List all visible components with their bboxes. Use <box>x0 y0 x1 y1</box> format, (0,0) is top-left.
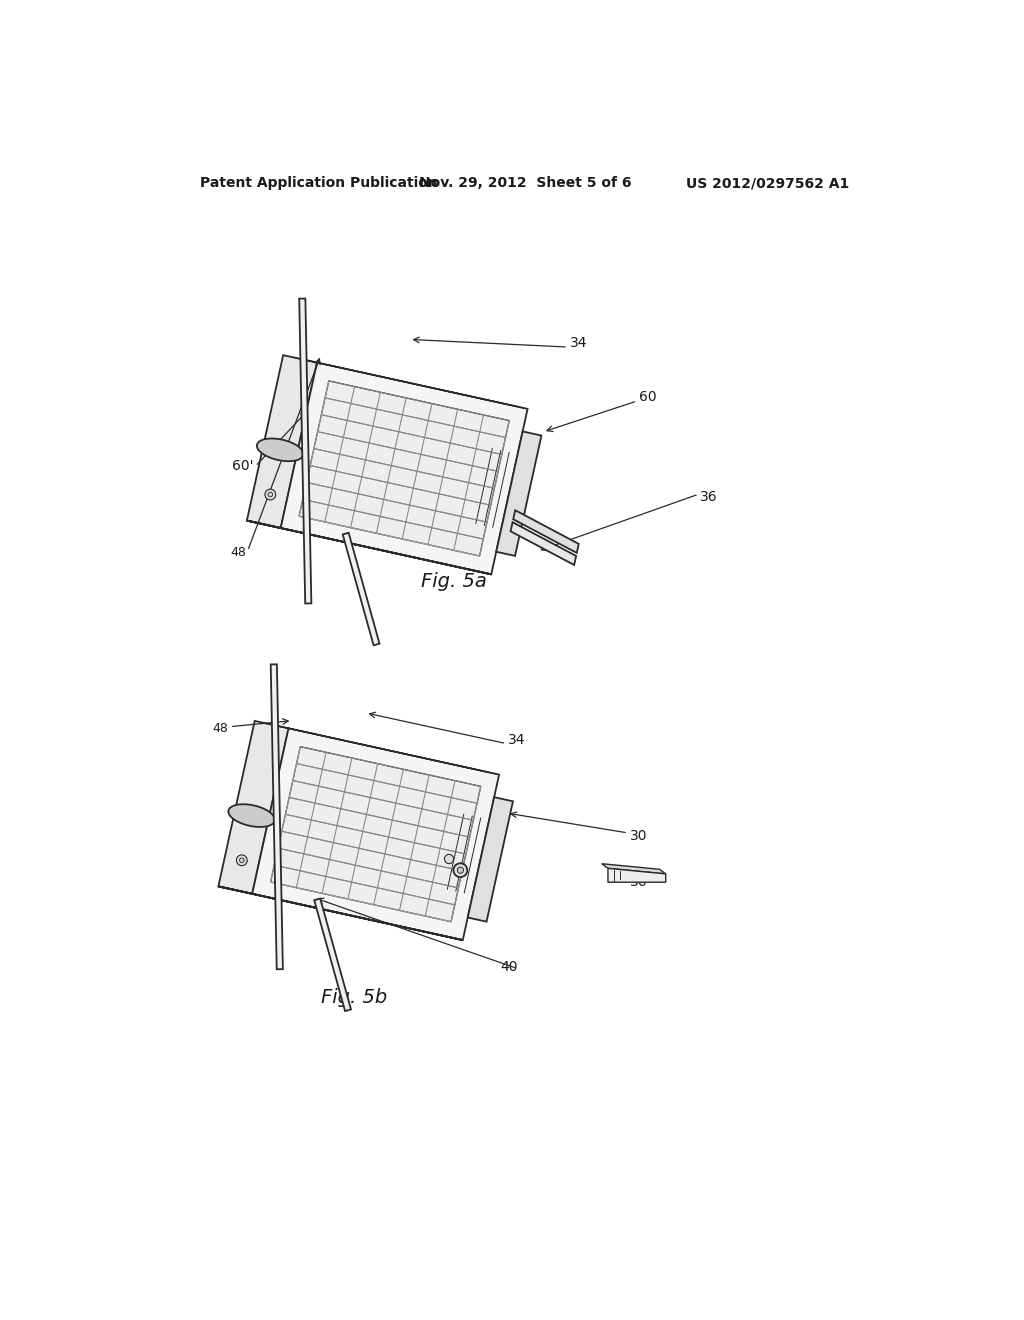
Polygon shape <box>252 729 499 940</box>
Text: 60': 60' <box>232 459 254 474</box>
Text: Fig. 5b: Fig. 5b <box>321 989 387 1007</box>
Polygon shape <box>247 520 492 574</box>
Polygon shape <box>608 869 666 882</box>
Polygon shape <box>511 523 577 565</box>
Polygon shape <box>497 432 542 556</box>
Polygon shape <box>602 863 666 874</box>
Ellipse shape <box>257 438 303 461</box>
Polygon shape <box>343 533 380 645</box>
Polygon shape <box>299 381 509 556</box>
Ellipse shape <box>228 804 274 826</box>
Text: 48: 48 <box>212 722 228 735</box>
Text: 30: 30 <box>630 829 647 843</box>
Polygon shape <box>247 520 492 574</box>
Circle shape <box>444 854 454 863</box>
Text: Nov. 29, 2012  Sheet 5 of 6: Nov. 29, 2012 Sheet 5 of 6 <box>419 176 631 190</box>
Circle shape <box>240 858 244 862</box>
Text: 36: 36 <box>630 875 647 890</box>
Circle shape <box>268 492 272 496</box>
Circle shape <box>458 867 464 874</box>
Polygon shape <box>247 355 317 528</box>
Polygon shape <box>218 886 463 940</box>
Polygon shape <box>468 797 513 921</box>
Text: 34: 34 <box>508 733 525 747</box>
Circle shape <box>237 855 247 866</box>
Polygon shape <box>270 747 480 921</box>
Text: 48: 48 <box>230 546 246 560</box>
Polygon shape <box>281 363 527 574</box>
Text: 40: 40 <box>500 960 518 974</box>
Polygon shape <box>299 298 311 603</box>
Polygon shape <box>314 899 351 1011</box>
Text: Patent Application Publication: Patent Application Publication <box>200 176 437 190</box>
Polygon shape <box>218 721 289 894</box>
Text: 36: 36 <box>700 490 718 504</box>
Text: 34: 34 <box>569 337 587 350</box>
Polygon shape <box>218 886 463 940</box>
Text: Fig. 5a: Fig. 5a <box>421 573 486 591</box>
Text: US 2012/0297562 A1: US 2012/0297562 A1 <box>686 176 850 190</box>
Text: 60: 60 <box>639 391 656 404</box>
Circle shape <box>454 863 467 876</box>
Circle shape <box>265 490 275 500</box>
Polygon shape <box>270 664 283 969</box>
Polygon shape <box>513 511 579 553</box>
